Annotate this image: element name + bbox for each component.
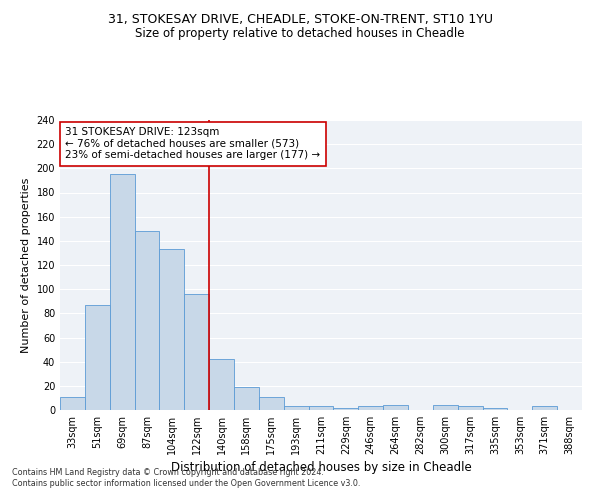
Bar [383,405,408,410]
Bar [532,406,557,410]
Text: Size of property relative to detached houses in Cheadle: Size of property relative to detached ho… [135,28,465,40]
Bar [184,294,209,410]
Text: 31 STOKESAY DRIVE: 123sqm
← 76% of detached houses are smaller (573)
23% of semi: 31 STOKESAY DRIVE: 123sqm ← 76% of detac… [65,127,320,160]
Bar [60,396,85,410]
Bar [259,396,284,410]
Bar [209,359,234,410]
Bar [284,406,308,410]
Bar [110,174,134,410]
Bar [134,231,160,410]
Bar [458,406,482,410]
Y-axis label: Number of detached properties: Number of detached properties [21,178,31,352]
Bar [85,305,110,410]
Bar [160,250,184,410]
Bar [433,405,458,410]
Bar [358,406,383,410]
Bar [234,387,259,410]
Bar [334,408,358,410]
X-axis label: Distribution of detached houses by size in Cheadle: Distribution of detached houses by size … [170,461,472,474]
Text: Contains HM Land Registry data © Crown copyright and database right 2024.
Contai: Contains HM Land Registry data © Crown c… [12,468,361,487]
Bar [482,408,508,410]
Bar [308,406,334,410]
Text: 31, STOKESAY DRIVE, CHEADLE, STOKE-ON-TRENT, ST10 1YU: 31, STOKESAY DRIVE, CHEADLE, STOKE-ON-TR… [107,12,493,26]
